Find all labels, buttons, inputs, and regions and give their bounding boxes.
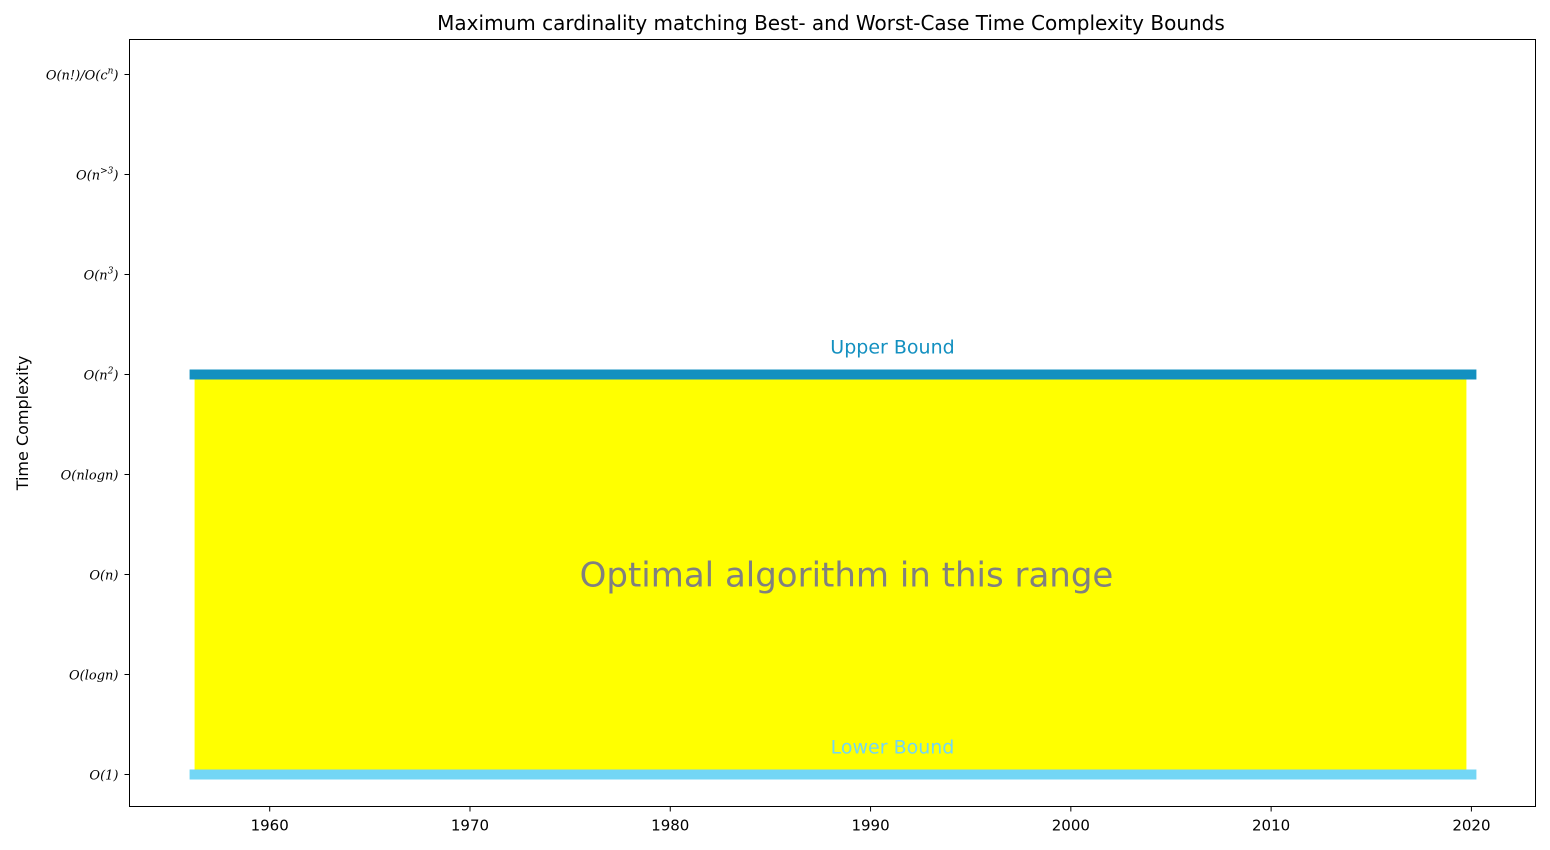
lower-bound-label: Lower Bound <box>831 737 955 759</box>
optimal-range-label: Optimal algorithm in this range <box>580 556 1114 596</box>
plot-frame <box>129 39 1536 807</box>
y-axis-label: Time Complexity <box>13 356 32 492</box>
optimal-range-fill <box>194 374 1467 775</box>
x-tick-label: 1990 <box>851 817 889 835</box>
y-tick-label: O(logn) <box>69 669 118 684</box>
upper-bound-label: Upper Bound <box>830 337 954 359</box>
x-tick-label: 1960 <box>251 817 289 835</box>
x-tick-label: 1980 <box>651 817 689 835</box>
y-tick-label: O(n>3) <box>76 167 118 184</box>
y-tick-label: O(n) <box>89 569 118 584</box>
y-tick-label: O(1) <box>89 769 118 784</box>
y-tick-label: O(n!)/O(cn) <box>46 67 119 84</box>
chart-title: Maximum cardinality matching Best- and W… <box>437 11 1225 35</box>
x-tick-label: 2010 <box>1252 817 1290 835</box>
y-tick-label: O(n2) <box>84 367 119 384</box>
x-tick-label: 1970 <box>451 817 489 835</box>
x-tick-label: 2020 <box>1452 817 1490 835</box>
y-tick-label: O(nlogn) <box>61 469 119 484</box>
y-tick-label: O(n3) <box>84 267 119 284</box>
x-tick-label: 2000 <box>1052 817 1090 835</box>
